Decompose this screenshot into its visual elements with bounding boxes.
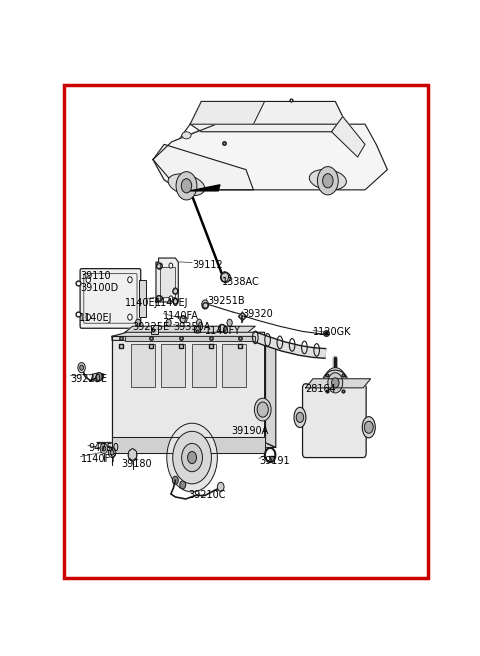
Bar	[151, 325, 158, 335]
Polygon shape	[153, 144, 253, 190]
Circle shape	[110, 450, 114, 455]
Circle shape	[128, 277, 132, 283]
Circle shape	[180, 316, 185, 323]
Polygon shape	[92, 373, 104, 382]
Circle shape	[128, 449, 137, 461]
Circle shape	[108, 447, 116, 458]
Polygon shape	[112, 333, 264, 340]
Circle shape	[166, 319, 171, 326]
Circle shape	[257, 402, 268, 417]
Bar	[131, 344, 155, 387]
Circle shape	[217, 482, 224, 491]
Text: 39225E: 39225E	[132, 322, 169, 332]
Text: 94750: 94750	[88, 443, 119, 453]
Circle shape	[181, 443, 203, 472]
Circle shape	[130, 452, 135, 458]
Polygon shape	[156, 258, 178, 302]
Ellipse shape	[168, 174, 205, 195]
Text: 39190A: 39190A	[231, 426, 268, 436]
Text: 39110
39100D: 39110 39100D	[81, 271, 119, 293]
Circle shape	[328, 373, 343, 393]
Circle shape	[100, 443, 108, 453]
Circle shape	[169, 296, 173, 301]
Circle shape	[169, 263, 173, 268]
Polygon shape	[190, 185, 220, 191]
Text: 1338AC: 1338AC	[222, 277, 260, 287]
Circle shape	[80, 365, 84, 370]
Circle shape	[173, 431, 211, 484]
Circle shape	[188, 451, 196, 464]
Circle shape	[332, 378, 339, 388]
Circle shape	[364, 421, 373, 434]
Polygon shape	[190, 102, 264, 124]
Text: 39112: 39112	[192, 260, 223, 270]
Text: 39251B: 39251B	[207, 296, 245, 306]
Circle shape	[323, 174, 333, 188]
Ellipse shape	[254, 398, 271, 421]
Ellipse shape	[362, 417, 375, 438]
Ellipse shape	[309, 169, 347, 190]
Polygon shape	[112, 438, 264, 453]
Text: 1140EJ: 1140EJ	[155, 298, 188, 308]
Circle shape	[156, 295, 161, 302]
Bar	[161, 344, 185, 387]
Circle shape	[128, 314, 132, 320]
Text: 28164: 28164	[305, 384, 336, 394]
Text: 39180: 39180	[121, 459, 152, 468]
Circle shape	[173, 288, 178, 294]
Circle shape	[78, 363, 85, 373]
Circle shape	[172, 476, 178, 484]
Circle shape	[158, 263, 162, 268]
Polygon shape	[264, 337, 276, 447]
Bar	[192, 344, 216, 387]
Bar	[160, 266, 175, 297]
Circle shape	[158, 296, 162, 301]
Circle shape	[219, 324, 225, 333]
Text: 1140EJ: 1140EJ	[79, 313, 113, 323]
Circle shape	[181, 178, 192, 193]
Text: 1120GK: 1120GK	[313, 327, 351, 337]
Polygon shape	[153, 124, 387, 190]
Polygon shape	[125, 337, 255, 341]
Circle shape	[196, 319, 202, 326]
Circle shape	[135, 319, 141, 326]
Circle shape	[86, 314, 91, 320]
Text: 39220E: 39220E	[71, 374, 108, 384]
Circle shape	[176, 172, 197, 200]
Circle shape	[221, 272, 228, 282]
Text: 39210C: 39210C	[188, 491, 226, 501]
Circle shape	[173, 298, 178, 304]
FancyBboxPatch shape	[302, 384, 366, 458]
Circle shape	[96, 373, 102, 380]
FancyBboxPatch shape	[80, 269, 141, 328]
Circle shape	[102, 446, 106, 451]
Circle shape	[324, 367, 347, 398]
Circle shape	[202, 300, 208, 309]
Circle shape	[156, 262, 161, 269]
Text: 39350A: 39350A	[173, 322, 211, 332]
Polygon shape	[332, 117, 365, 157]
Text: 39320: 39320	[242, 308, 273, 319]
Polygon shape	[125, 326, 255, 333]
Ellipse shape	[294, 407, 306, 428]
Circle shape	[296, 413, 304, 422]
Text: 1140EJ: 1140EJ	[125, 298, 158, 308]
Bar	[139, 279, 146, 317]
Polygon shape	[305, 379, 371, 388]
Polygon shape	[190, 102, 343, 132]
Circle shape	[167, 423, 217, 492]
Polygon shape	[112, 337, 264, 442]
Text: 1140FY: 1140FY	[81, 453, 117, 464]
Ellipse shape	[182, 132, 191, 139]
Circle shape	[227, 319, 232, 326]
Circle shape	[86, 277, 91, 283]
Circle shape	[317, 167, 338, 195]
Circle shape	[180, 481, 186, 489]
Text: 39191: 39191	[259, 456, 289, 466]
Text: 1140FY: 1140FY	[205, 326, 241, 337]
Polygon shape	[97, 442, 276, 447]
Text: 1140FA: 1140FA	[163, 311, 199, 321]
Bar	[222, 344, 246, 387]
